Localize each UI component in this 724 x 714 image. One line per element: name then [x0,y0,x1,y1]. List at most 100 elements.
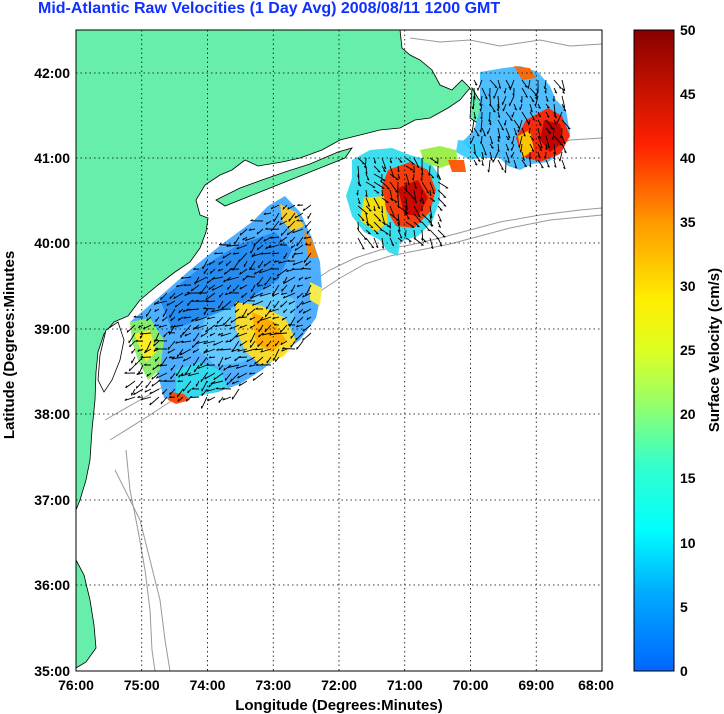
velocity-arrowhead [226,244,229,247]
velocity-arrow [151,372,160,380]
velocity-arrow [181,340,192,343]
velocity-arrowhead [416,225,420,228]
velocity-arrow [489,103,496,113]
velocity-arrow [305,260,312,266]
velocity-arrow [420,189,423,203]
velocity-arrow [248,228,256,231]
velocity-arrowhead [167,331,171,333]
velocity-arrow [561,159,566,170]
velocity-arrow [545,127,552,134]
velocity-arrowhead [443,196,446,199]
velocity-arrowhead [443,205,447,207]
velocity-arrow [205,348,216,353]
velocity-arrowhead [564,151,567,154]
velocity-arrowhead [290,310,292,314]
velocity-arrow [497,159,504,171]
velocity-arrowhead [251,295,254,299]
velocity-arrowhead [439,209,443,211]
velocity-arrow [151,380,160,387]
velocity-arrowhead [195,341,199,345]
velocity-arrowhead [167,350,170,354]
velocity-arrow [520,143,523,153]
velocity-arrowhead [195,318,198,322]
velocity-arrow [537,143,543,151]
velocity-arrowhead [380,180,382,183]
velocity-arrowhead [305,243,308,246]
velocity-arrow [437,189,447,198]
velocity-arrowhead [543,86,546,89]
velocity-arrow [143,324,152,330]
velocity-arrowhead [192,350,195,353]
velocity-arrowhead [269,333,272,336]
velocity-arrowhead [203,341,206,345]
velocity-arrow [296,340,304,350]
velocity-arrow [273,276,280,281]
velocity-arrowhead [189,395,193,398]
velocity-arrowhead [365,194,368,198]
velocity-arrow [223,276,232,283]
velocity-arrow [256,244,264,251]
velocity-arrowhead [222,397,225,401]
velocity-arrow [197,364,208,369]
velocity-arrow [195,276,208,284]
velocity-arrow [263,284,272,290]
velocity-arrow [238,316,248,319]
velocity-arrow [250,340,256,348]
velocity-arrowhead [412,170,415,174]
velocity-arrowhead [497,139,500,143]
velocity-arrowhead [265,221,268,225]
velocity-arrow [149,388,160,395]
velocity-arrowhead [249,364,252,367]
velocity-arrowhead [484,97,488,100]
velocity-arrow [129,364,136,372]
velocity-arrow [234,356,240,362]
velocity-arrow [553,79,562,89]
velocity-arrowhead [470,130,473,133]
velocity-arrowhead [230,320,233,323]
velocity-arrow [280,300,288,308]
velocity-arrow [212,276,224,280]
velocity-arrow [230,372,240,382]
velocity-arrow [287,204,296,210]
velocity-arrowhead [191,345,194,348]
velocity-arrowhead [265,227,268,230]
colorbar-tick-label: 25 [680,342,696,358]
velocity-arrowhead [430,246,434,250]
velocity-arrow [560,127,563,139]
velocity-arrowhead [155,375,159,379]
velocity-arrow [480,135,483,144]
velocity-arrow [511,135,515,145]
velocity-arrow [535,95,539,107]
x-tick-label: 73:00 [255,677,291,693]
x-axis-label: Longitude (Degrees:Minutes) [235,697,443,714]
velocity-arrowhead [248,267,252,270]
velocity-arrowhead [153,324,157,327]
velocity-arrow [279,220,288,226]
velocity-arrow [513,159,518,169]
velocity-arrowhead [170,318,172,322]
velocity-arrow [260,316,272,321]
velocity-arrowhead [220,334,223,337]
velocity-arrowhead [227,365,231,368]
velocity-arrow [254,348,264,351]
velocity-arrow [389,205,395,217]
velocity-arrow [381,197,389,203]
x-tick-label: 74:00 [190,677,226,693]
velocity-arrow [200,356,208,367]
velocity-arrowhead [559,135,562,139]
velocity-arrow [437,181,449,189]
velocity-arrow [296,236,304,247]
velocity-arrowhead [554,122,557,126]
velocity-arrowhead [183,283,186,286]
velocity-arrowhead [538,136,541,139]
velocity-arrow [138,364,144,375]
velocity-arrow [437,237,443,247]
grid-lines [76,30,602,671]
velocity-arrowhead [534,103,536,107]
velocity-arrowhead [522,158,525,161]
velocity-arrowhead [282,347,285,349]
velocity-arrow [230,324,240,330]
velocity-arrowhead [233,303,236,307]
velocity-arrowhead [396,190,399,193]
velocity-arrowhead [528,131,531,134]
